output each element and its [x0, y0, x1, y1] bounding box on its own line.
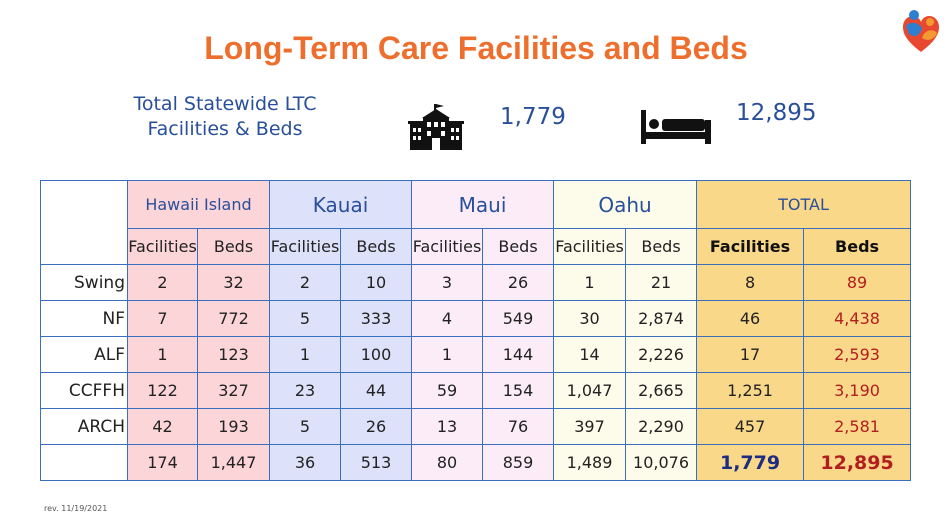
col-header-facilities: Facilities: [269, 228, 341, 265]
summary-label-line2: Facilities & Beds: [147, 118, 303, 140]
table-cell: 59: [411, 372, 484, 409]
table-cell: 154: [482, 372, 555, 409]
table-cell: 30: [553, 300, 627, 337]
table-cell: 2,665: [625, 372, 698, 409]
table-cell: 4: [411, 300, 484, 337]
table-cell: 144: [482, 336, 555, 373]
total-cell: 513: [339, 444, 413, 481]
total-beds-value: 12,895: [736, 100, 817, 126]
region-header-hawaii: Hawaii Island: [127, 180, 270, 229]
total-cell: 10,076: [625, 444, 698, 481]
table-cell: 89: [803, 264, 912, 301]
table-cell: 1: [553, 264, 627, 301]
table-cell: 23: [269, 372, 341, 409]
region-header-maui: Maui: [411, 180, 555, 229]
table-cell: 397: [553, 408, 627, 445]
region-header-total: TOTAL: [696, 180, 912, 229]
ltc-table: Hawaii Island Kauai Maui Oahu TOTAL Faci…: [40, 180, 912, 481]
col-header-facilities: Facilities: [127, 228, 198, 265]
table-cell: 21: [625, 264, 698, 301]
table-cell: 2,874: [625, 300, 698, 337]
table-cell: 1,047: [553, 372, 627, 409]
table-cell: 2: [269, 264, 341, 301]
total-cell: 859: [482, 444, 555, 481]
table-cell: 1: [269, 336, 341, 373]
table-row: Swing 2 32 2 10 3 26 1 21 8 89: [40, 264, 912, 301]
total-cell: 1,489: [553, 444, 627, 481]
table-row: ALF 1 123 1 100 1 144 14 2,226 17 2,593: [40, 336, 912, 373]
table-cell: 772: [197, 300, 270, 337]
table-row: ARCH 42 193 5 26 13 76 397 2,290 457 2,5…: [40, 408, 912, 445]
region-header-kauai: Kauai: [268, 180, 413, 229]
table-cell: 100: [339, 336, 413, 373]
col-header-beds: Beds: [339, 228, 413, 265]
region-header-oahu: Oahu: [553, 180, 698, 229]
table-row: CCFFH 122 327 23 44 59 154 1,047 2,665 1…: [40, 372, 912, 409]
total-cell: 1,447: [197, 444, 270, 481]
col-header-facilities: Facilities: [411, 228, 484, 265]
table-cell: 457: [696, 408, 805, 445]
total-facilities-value: 1,779: [500, 104, 566, 130]
table-cell: 10: [339, 264, 413, 301]
row-label: CCFFH: [40, 372, 128, 409]
table-row: NF 7 772 5 333 4 549 30 2,874 46 4,438: [40, 300, 912, 337]
table-cell: 327: [197, 372, 270, 409]
table-cell: 8: [696, 264, 805, 301]
total-cell: 36: [269, 444, 341, 481]
total-cell: 80: [411, 444, 484, 481]
table-cell: 123: [197, 336, 270, 373]
table-cell: 3: [411, 264, 484, 301]
school-building-icon: [408, 104, 464, 150]
table-cell: 4,438: [803, 300, 912, 337]
row-label: Swing: [40, 264, 128, 301]
page-title: Long-Term Care Facilities and Beds: [204, 30, 748, 66]
col-header-beds: Beds: [197, 228, 270, 265]
grand-total-beds: 12,895: [803, 444, 912, 481]
heart-people-logo: [903, 10, 939, 52]
col-header-facilities: Facilities: [553, 228, 627, 265]
table-cell: 5: [269, 300, 341, 337]
table-cell: 5: [269, 408, 341, 445]
table-cell: 44: [339, 372, 413, 409]
table-cell: 333: [339, 300, 413, 337]
table-cell: 2,226: [625, 336, 698, 373]
total-cell: 174: [127, 444, 198, 481]
row-label: ARCH: [40, 408, 128, 445]
table-cell: 13: [411, 408, 484, 445]
totals-row: 174 1,447 36 513 80 859 1,489 10,076 1,7…: [40, 444, 912, 481]
summary-label: Total Statewide LTC Facilities & Beds: [120, 92, 330, 142]
table-cell: 17: [696, 336, 805, 373]
col-header-beds: Beds: [803, 228, 912, 265]
table-cell: 76: [482, 408, 555, 445]
table-cell: 122: [127, 372, 198, 409]
table-cell: 1,251: [696, 372, 805, 409]
table-cell: 2,290: [625, 408, 698, 445]
table-cell: 2,581: [803, 408, 912, 445]
grand-total-facilities: 1,779: [696, 444, 805, 481]
summary-label-line1: Total Statewide LTC: [133, 93, 317, 115]
totals-label-cell: [40, 444, 128, 481]
table-cell: 1: [411, 336, 484, 373]
col-header-facilities: Facilities: [696, 228, 805, 265]
row-label: ALF: [40, 336, 128, 373]
table-cell: 46: [696, 300, 805, 337]
table-cell: 549: [482, 300, 555, 337]
table-cell: 2: [127, 264, 198, 301]
table-cell: 1: [127, 336, 198, 373]
table-cell: 3,190: [803, 372, 912, 409]
table-cell: 26: [482, 264, 555, 301]
col-header-beds: Beds: [625, 228, 698, 265]
table-cell: 42: [127, 408, 198, 445]
bed-icon: [641, 110, 711, 144]
table-cell: 26: [339, 408, 413, 445]
col-header-beds: Beds: [482, 228, 555, 265]
table-cell: 7: [127, 300, 198, 337]
row-label: NF: [40, 300, 128, 337]
table-cell: 14: [553, 336, 627, 373]
revision-note: rev. 11/19/2021: [44, 504, 108, 513]
table-cell: 32: [197, 264, 270, 301]
table-cell: 193: [197, 408, 270, 445]
table-cell: 2,593: [803, 336, 912, 373]
corner-cell: [40, 180, 128, 265]
